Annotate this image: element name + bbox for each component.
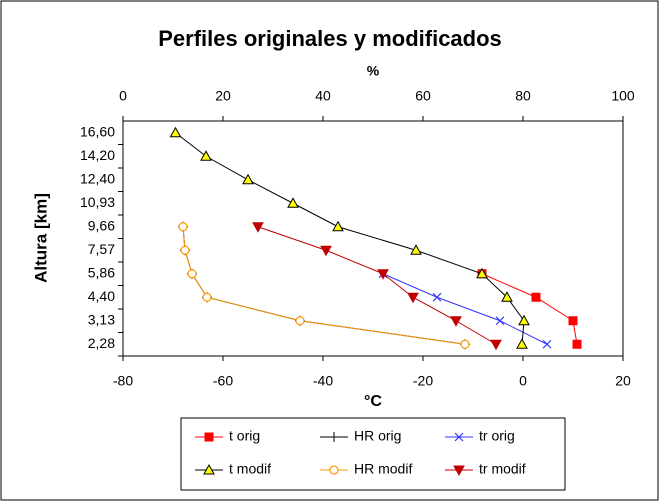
x-tick-label: -20 [413,373,433,389]
y-tick-label: 16,60 [80,123,115,139]
data-point [531,292,541,302]
x-tick-label: -80 [113,373,133,389]
x-tick-label: 0 [519,373,527,389]
data-point [490,339,502,351]
legend-label: HR orig [354,428,401,444]
y-tick-label: 10,93 [80,194,115,210]
x2-tick-label: 40 [315,88,331,104]
y-tick-label: 9,66 [88,217,115,233]
plot-area [122,120,624,357]
data-point [332,220,344,232]
chart-title: Perfiles originales y modificados [158,26,502,51]
legend-marker [203,463,215,475]
data-point [516,338,528,349]
data-point [200,150,212,161]
data-point [568,316,578,326]
data-point [202,292,212,302]
data-point [180,245,190,255]
data-point [252,222,264,233]
x2-tick-label: 20 [215,88,231,104]
data-point [432,292,442,302]
legend-label: tr orig [479,428,515,444]
y-tick-label: 4,40 [88,288,115,304]
legend-marker [329,465,339,475]
data-point [572,339,582,349]
data-point [287,197,299,208]
x2-tick-label: 0 [119,88,127,104]
y-tick-label: 14,20 [80,147,115,163]
data-point [178,222,188,232]
y-tick-label: 5,86 [88,264,115,280]
data-point [242,173,254,185]
data-point [460,339,470,349]
legend-marker [329,432,339,442]
legend [180,417,566,491]
series-line [257,226,497,345]
legend-marker [453,465,465,477]
data-point [450,316,462,327]
legend-marker [204,432,214,442]
legend-label: t orig [229,428,260,444]
data-point [295,316,305,326]
data-point [169,126,182,138]
x-tick-label: -60 [213,373,233,389]
y-axis-label: Altura [km] [31,193,50,283]
data-point [407,292,419,304]
legend-marker [454,432,464,442]
series-line [175,132,525,345]
x2-axis-label: % [367,63,380,79]
data-point [542,339,552,349]
legend-label: t modif [229,461,271,477]
data-point [320,245,332,257]
x2-tick-label: 100 [611,88,635,104]
x-axis-label: °C [364,393,382,410]
y-tick-label: 3,13 [88,311,115,327]
x-tick-label: -40 [313,373,333,389]
y-tick-label: 12,40 [80,170,115,186]
y-tick-label: 2,28 [88,335,115,351]
data-point [476,267,488,279]
data-point [187,269,197,279]
data-point [410,244,422,255]
legend-label: HR modif [354,461,412,477]
data-point [501,291,513,302]
data-point [495,316,505,326]
x2-tick-label: 60 [415,88,431,104]
x2-tick-label: 80 [515,88,531,104]
series-line [481,273,578,345]
data-point [377,269,389,280]
legend-label: tr modif [479,461,526,477]
y-tick-label: 7,57 [88,241,115,257]
x-tick-label: 20 [615,373,631,389]
data-point [518,314,530,326]
